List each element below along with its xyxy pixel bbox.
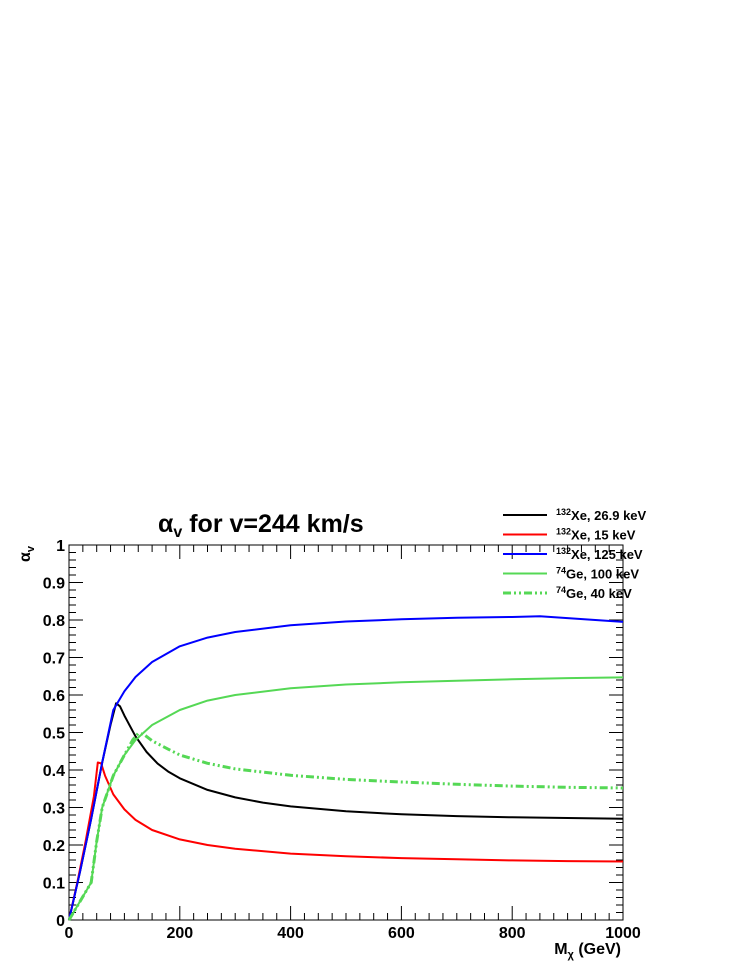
y-tick-label: 0.4 [43,763,65,780]
y-tick-label: 0.8 [43,613,65,630]
legend-label-1: 132Xe, 15 keV [556,527,636,543]
chart-title-symbol: α [158,510,174,538]
y-tick-label: 0.9 [43,576,65,593]
legend-name: Ge, 40 keV [566,586,632,601]
y-tick-label: 0.2 [43,838,65,855]
axis-ticks [68,544,624,921]
legend-label-2: 132Xe, 125 keV [556,546,643,562]
y-tick-label: 0.7 [43,651,65,668]
legend-isotope: 132 [556,546,571,556]
y-tick-label: 0.1 [43,876,65,893]
series-line-3 [68,676,624,921]
tick-labels: 0 200 400 600 800 1000 0 0.1 0.2 0.3 0.4 0.5 0.6 0.7 0… [43,538,641,942]
legend-isotope: 132 [556,507,571,517]
y-tick-label: 1 [56,538,65,555]
chart-title-sub: v [173,524,182,541]
series-line-4 [67,731,624,921]
legend-isotope: 74 [556,566,566,576]
x-tick-label: 200 [166,925,193,942]
legend-label-0: 132Xe, 26.9 keV [556,507,647,523]
y-tick-label: 0.3 [43,801,65,818]
x-axis-title-symbol: M [554,941,567,958]
chart-title: αv for v=244 km/s [158,510,364,541]
legend-name: Xe, 26.9 keV [571,508,646,523]
series-line-2 [68,615,624,921]
y-axis-title-symbol: α [17,552,34,562]
y-tick-label: 0.5 [43,726,65,743]
y-tick-label: 0 [56,913,65,930]
y-axis-title-sub: v [25,545,37,552]
legend-name: Ge, 100 keV [566,567,639,582]
chart-title-rest: for v=244 km/s [182,510,363,538]
series-line-1 [68,761,624,921]
series-line-0 [68,702,624,921]
legend-isotope: 74 [556,585,566,595]
legend-isotope: 132 [556,527,571,537]
x-axis-title: Mχ (GeV) [554,941,621,961]
x-tick-label: 1000 [605,925,641,942]
x-axis-title-sub: χ [568,949,575,961]
x-tick-label: 600 [388,925,415,942]
legend-label-4: 74Ge, 40 keV [556,585,632,601]
y-axis-title: αv [17,545,37,562]
x-tick-label: 800 [499,925,526,942]
series-lines [67,615,624,921]
legend-name: Xe, 125 keV [571,547,643,562]
legend-name: Xe, 15 keV [571,528,636,543]
legend-label-3: 74Ge, 100 keV [556,566,639,582]
y-tick-label: 0.6 [43,688,65,705]
plot-frame [68,544,624,921]
x-tick-label: 400 [277,925,304,942]
x-tick-label: 0 [65,925,74,942]
x-axis-title-rest: (GeV) [574,941,621,958]
